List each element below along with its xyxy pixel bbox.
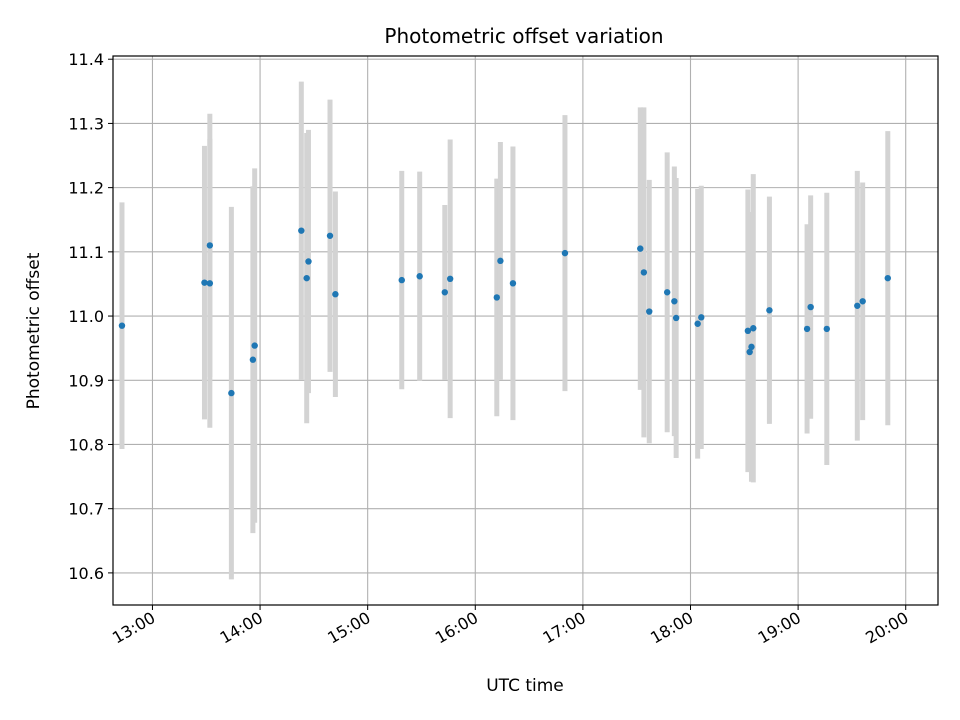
data-point (646, 308, 653, 315)
data-point (251, 342, 258, 349)
data-point (206, 242, 214, 249)
data-point (249, 356, 257, 363)
plot-frame (112, 55, 939, 606)
data-point (884, 274, 891, 282)
data-point (859, 298, 866, 305)
data-points (118, 227, 891, 397)
data-point (694, 320, 701, 327)
data-point (228, 389, 235, 397)
data-point (640, 269, 648, 276)
data-point (672, 314, 680, 322)
y-axis-ticks: 10.6 10.7 10.8 10.9 11.0 11.1 11.2 11.3 11.4 (68, 50, 113, 583)
y-tick-label: 10.6 (68, 564, 104, 583)
y-tick-label: 11.3 (68, 114, 104, 133)
data-point (326, 232, 334, 239)
chart-title: Photometric offset variation (384, 24, 663, 48)
data-point (823, 325, 831, 333)
y-tick-label: 10.9 (68, 371, 104, 390)
data-point (750, 325, 757, 332)
data-point (303, 274, 310, 282)
data-point (118, 322, 126, 329)
data-point (497, 257, 504, 265)
y-tick-label: 10.7 (68, 500, 104, 519)
data-point (748, 343, 755, 351)
data-point (807, 303, 814, 311)
data-point (509, 280, 517, 287)
data-point (446, 275, 454, 283)
data-point (201, 279, 208, 286)
y-axis-label: Photometric offset (24, 252, 44, 409)
data-point (398, 276, 405, 284)
data-point (637, 245, 644, 252)
data-point (206, 280, 214, 287)
data-point (766, 307, 773, 314)
data-point (305, 258, 312, 265)
data-point (744, 327, 752, 335)
data-point (561, 249, 569, 257)
data-point (746, 348, 753, 356)
x-axis-label: UTC time (486, 676, 564, 696)
data-point (803, 325, 811, 333)
data-point (441, 289, 448, 296)
data-point (663, 289, 671, 296)
data-point (416, 273, 423, 280)
data-point (298, 227, 305, 234)
data-point (493, 294, 501, 301)
data-point (671, 298, 678, 305)
data-point (332, 291, 339, 298)
y-tick-label: 11.1 (68, 243, 104, 262)
y-tick-label: 11.2 (68, 179, 104, 198)
data-point (698, 314, 705, 321)
y-tick-label: 11.4 (68, 50, 104, 69)
y-tick-label: 10.8 (68, 435, 104, 454)
data-point (854, 302, 861, 309)
grid (113, 56, 938, 605)
y-tick-label: 11.0 (68, 307, 104, 326)
